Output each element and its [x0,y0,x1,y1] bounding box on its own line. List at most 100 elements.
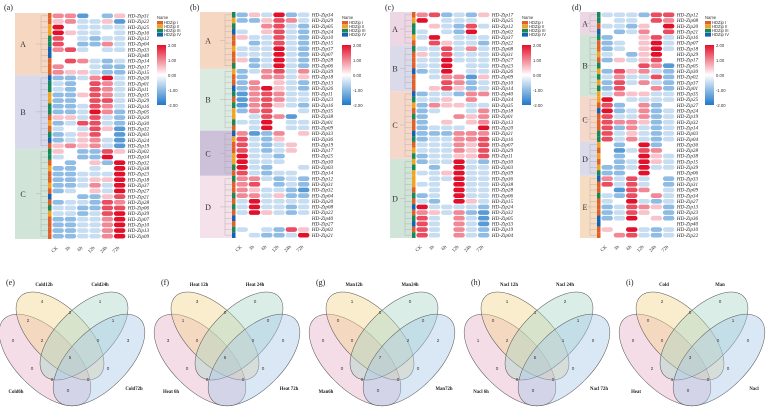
subfamily-strip-cell [48,109,52,115]
heatmap-cell [638,221,650,227]
column-label: 6h [441,245,448,252]
heatmap-cell [441,12,453,18]
subfamily-strip-cell [597,17,601,24]
heatmap-cell [662,221,675,227]
heatmap-cell [662,18,675,23]
heatmap-cell [52,183,64,188]
venn-region-count: 2 [41,338,44,343]
gene-label: HD-Zip30 [127,121,150,127]
heatmap-cell [626,227,638,232]
heatmap-cell [261,159,273,165]
heatmap-cell [273,18,285,23]
gene-label: HD-Zip37 [311,46,334,52]
heatmap-cell [650,69,663,74]
heatmap-cell [638,69,650,74]
heatmap-cell [601,18,613,23]
gene-label: HD-Zip10 [676,227,699,233]
heatmap-cell [236,85,248,91]
heatmap-cell [626,57,638,63]
venn-region-count: 3 [127,338,130,343]
subfamily-strip-cell [597,164,601,171]
heatmap-cell [650,18,663,23]
heatmap-cell [113,47,126,53]
heatmap-cell [236,148,248,153]
heatmap-cell [626,114,638,119]
heatmap-cell [285,187,298,193]
heatmap-cell [89,233,101,239]
venn-region-count: 1 [506,299,509,304]
heatmap-cell [453,102,465,108]
subfamily-strip-cell [412,175,416,182]
heatmap-cell [261,187,273,193]
gene-label: HD-Zip36 [491,176,514,182]
heatmap-cell [113,216,126,222]
heatmap-cell [113,194,126,199]
heatmap-cell [638,74,650,80]
heatmap-cell [273,97,285,102]
heatmap-cell [261,204,273,210]
heatmap-cell [613,52,626,57]
heatmap-cell [601,176,613,181]
heatmap-cell [113,149,126,154]
heatmap-cell [477,187,490,193]
venn-set-label: Cold72h [125,387,143,392]
heatmap-cell [428,227,441,232]
heatmap-cell [453,108,465,114]
heatmap-cell [64,183,77,188]
heatmap-cell [601,227,613,232]
heatmap-cell [626,102,638,108]
heatmap-cell [650,35,663,40]
heatmap-cell [613,35,626,40]
gene-label: HD-Zip06 [127,206,150,212]
venn-region-count: 1 [351,299,354,304]
heatmap-cell [613,57,626,63]
subfamily-strip-cell [232,164,236,171]
heatmap-cell [113,115,126,120]
gene-label: HD-Zip01 [491,114,514,120]
cluster-label: A [582,19,588,28]
subfamily-strip-cell [232,215,236,222]
legend-swatch [342,29,348,33]
subfamily-strip-cell [412,192,416,199]
cluster-band [15,148,48,239]
subfamily-strip-cell [412,141,416,148]
heatmap-cell [416,85,428,91]
subfamily-strip-cell [597,232,601,238]
heatmap-cell [236,210,248,215]
gene-label: HD-Zip29 [676,52,699,58]
heatmap-cell [453,119,465,125]
heatmap-cell [613,12,626,18]
gene-label: HD-Zip02 [127,149,150,155]
heatmap-cell [601,97,613,102]
heatmap-cell [77,92,89,98]
subfamily-strip-cell [597,187,601,193]
heatmap-cell [273,119,285,125]
heatmap-cell [273,35,285,40]
venn-set-ellipse [659,291,749,381]
heatmap-cell [77,154,89,160]
gene-label: HD-Zip29 [311,18,334,24]
cluster-label: E [583,203,588,212]
colorbar-tick: 1.00 [168,58,177,63]
heatmap-cell [441,187,453,193]
heatmap-cell [89,109,101,115]
heatmap-cell [52,98,64,103]
heatmap-cell [465,125,478,131]
heatmap-cell [613,198,626,204]
subfamily-strip-cell [48,126,52,132]
gene-label: HD-Zip39 [311,69,334,75]
gene-label: HD-Zip03 [491,165,514,171]
venn-set-label: Nacl [749,387,759,392]
heatmap-cell [285,198,298,204]
heatmap-cell [477,97,490,102]
heatmap-cell [613,74,626,80]
heatmap-cell [477,210,490,215]
heatmap-cell [89,183,101,188]
heatmap-cell [613,204,626,210]
gene-label: HD-Zip11 [127,87,149,93]
gene-label: HD-Zip15 [311,41,334,47]
heatmap-cell [101,41,114,47]
column-label: 72h [112,246,121,255]
heatmap-cell [297,193,310,198]
heatmap-cell [465,153,478,159]
